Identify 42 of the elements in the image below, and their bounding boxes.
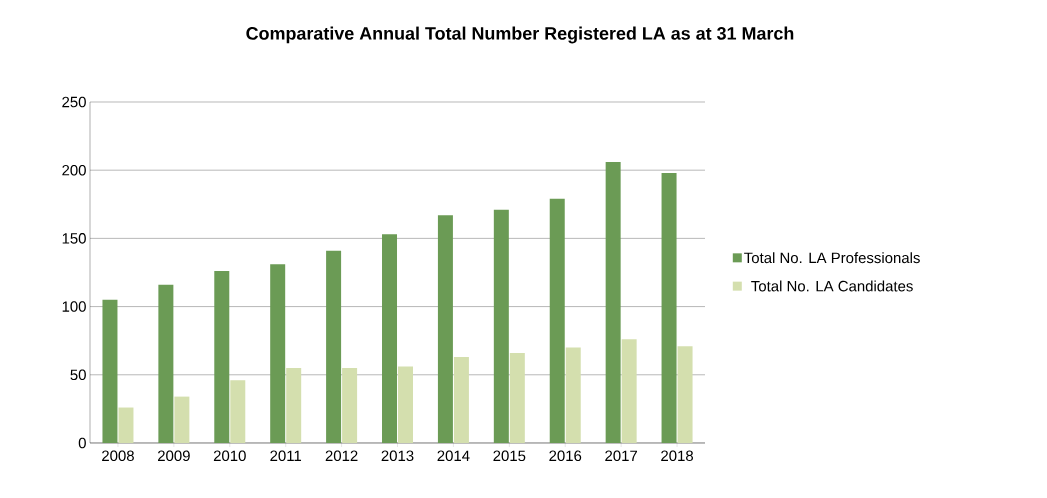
bar [621,339,637,443]
bar [493,209,509,443]
x-tick-label: 2009 [158,450,190,462]
bar [270,264,286,443]
bar [509,352,525,443]
x-tick-label: 2018 [661,450,694,462]
bar [230,380,246,443]
y-tick-label: 100 [62,301,86,312]
legend-label: Total No. LA Candidates [751,280,913,292]
y-tick-label: 250 [62,96,86,108]
bar [174,396,190,443]
x-tick-label: 2012 [325,450,358,462]
x-tick-label: 2010 [213,450,246,462]
x-tick-label: 2014 [437,450,470,462]
y-tick-label: 200 [62,164,86,176]
x-tick-label: 2011 [270,450,302,462]
y-tick-label: 150 [62,233,86,244]
x-tick-label: 2016 [549,450,582,462]
bar [118,407,134,443]
bar [158,284,174,443]
x-tick-label: 2013 [381,450,414,462]
bar [342,367,358,443]
x-tick-label: 2008 [102,450,134,462]
y-tick-label: 50 [70,369,86,381]
legend-label: Total No. LA Professionals [744,252,920,264]
bar [453,357,469,443]
bar [398,366,414,443]
bar [382,234,398,443]
bar [677,346,693,443]
bar [437,215,453,443]
bar [605,162,621,443]
bar [326,250,342,443]
x-tick-label: 2015 [493,450,526,462]
bar [549,198,565,443]
bar [102,299,118,443]
bar [565,347,581,443]
bar [214,271,230,443]
y-tick-label: 0 [78,437,86,449]
bar [661,172,677,443]
x-tick-label: 2017 [605,450,638,462]
bar [286,367,302,443]
chart-title: Comparative Annual Total Number Registered LA as at 31 March [246,26,794,44]
